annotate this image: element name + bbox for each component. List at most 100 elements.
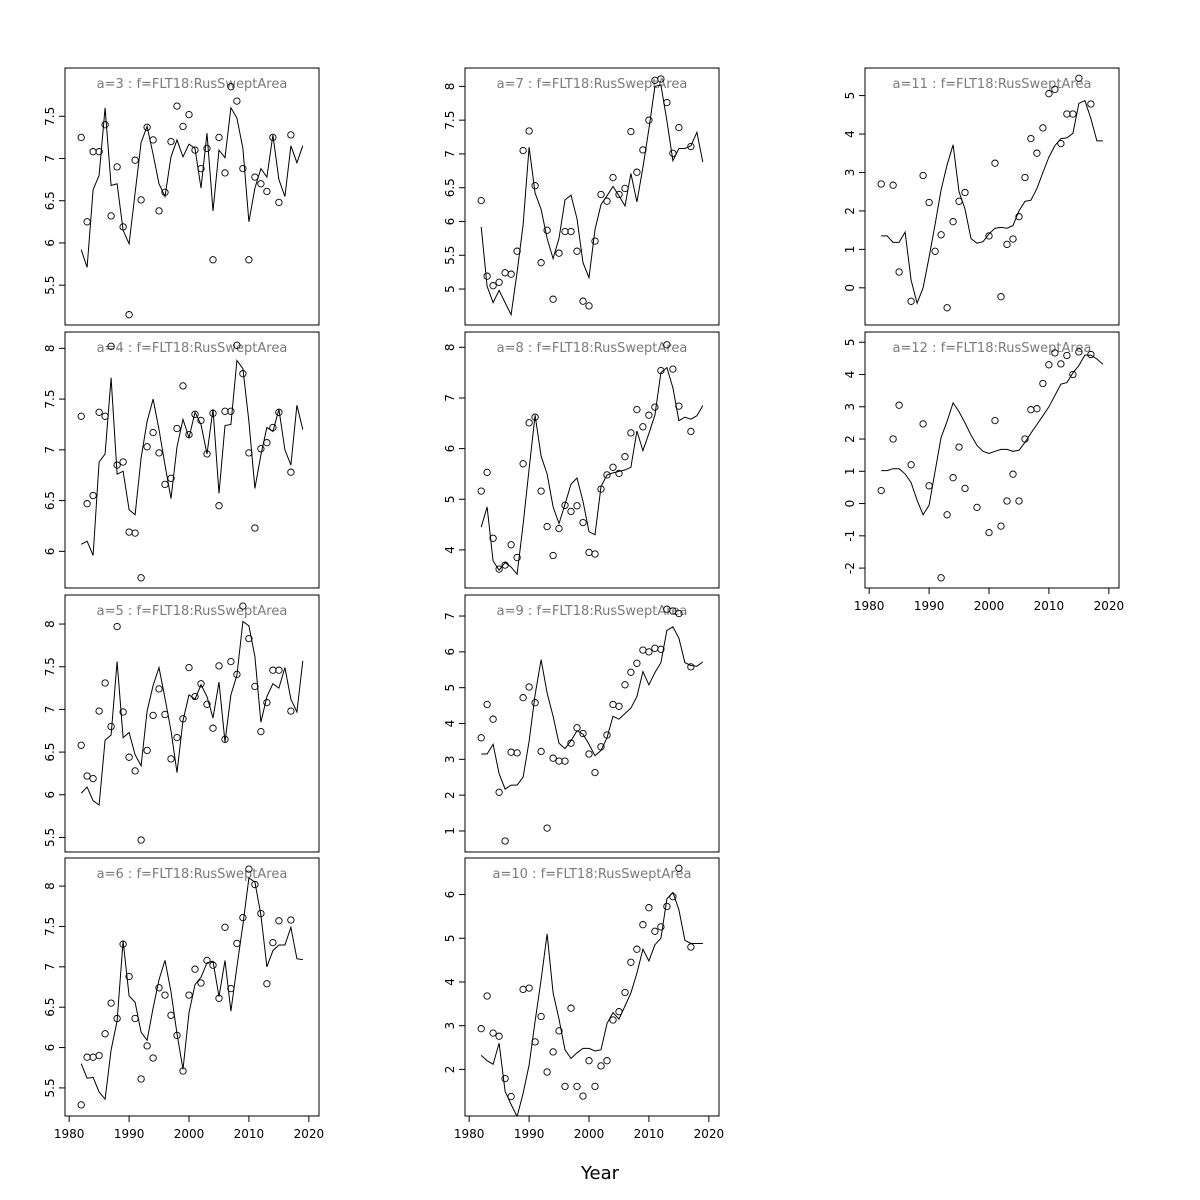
y-tick-label: 0 <box>843 500 857 508</box>
observed-point <box>131 156 139 164</box>
observed-point <box>889 181 897 189</box>
observed-point <box>489 534 497 542</box>
panel-frame <box>464 594 720 853</box>
observed-point <box>233 341 241 349</box>
observed-point <box>519 460 527 468</box>
y-tick-label: 6.5 <box>43 743 57 762</box>
observed-point <box>257 727 265 736</box>
y-tick-label: 1 <box>443 827 457 835</box>
observed-point <box>149 711 157 720</box>
observed-point <box>203 700 211 708</box>
observed-point <box>233 97 241 105</box>
observed-point <box>125 753 133 761</box>
observed-point <box>155 685 163 693</box>
panel-frame <box>64 67 320 326</box>
observed-point <box>585 1057 593 1065</box>
observed-point <box>143 1042 151 1050</box>
observed-point <box>597 1062 605 1070</box>
panel-data <box>77 83 304 319</box>
observed-point <box>137 836 145 844</box>
observed-point <box>675 864 683 872</box>
y-tick-label: 7 <box>443 612 457 620</box>
y-tick-label: -2 <box>843 562 857 574</box>
y-tick-label: 7 <box>443 394 457 402</box>
fitted-line <box>80 359 304 556</box>
observed-point <box>567 507 575 516</box>
observed-point <box>925 482 933 490</box>
panel-data <box>877 74 1103 312</box>
x-tick-label: 1990 <box>914 599 945 613</box>
y-tick-label: 5.5 <box>443 246 457 265</box>
y-tick-label: 2 <box>443 791 457 799</box>
observed-point <box>627 429 635 437</box>
panel-title: a=12 : f=FLT18:RusSweptArea <box>893 341 1092 356</box>
observed-point <box>591 1082 599 1091</box>
observed-point <box>1039 379 1047 388</box>
observed-point <box>1021 173 1029 182</box>
panel-frame <box>864 67 1120 326</box>
observed-point <box>555 757 563 765</box>
observed-point <box>573 724 581 732</box>
observed-point <box>561 227 569 236</box>
observed-point <box>275 666 283 674</box>
observed-point <box>113 622 121 631</box>
observed-point <box>513 749 521 757</box>
observed-point <box>657 75 665 83</box>
observed-point <box>621 681 629 689</box>
observed-point <box>507 270 515 278</box>
x-tick-label: 2010 <box>634 1127 665 1141</box>
observed-point <box>937 231 945 239</box>
observed-point <box>579 297 587 305</box>
observed-point <box>651 403 659 411</box>
observed-point <box>269 666 277 674</box>
observed-point <box>621 988 629 997</box>
observed-point <box>513 247 521 255</box>
y-tick-label: 3 <box>843 169 857 177</box>
observed-point <box>251 880 259 889</box>
observed-point <box>83 500 91 508</box>
panel-8: a=8 : f=FLT18:RusSweptArea 4 5 6 7 8 <box>443 331 720 589</box>
observed-point <box>275 198 283 207</box>
observed-point <box>137 196 145 204</box>
observed-point <box>537 487 545 495</box>
observed-point <box>555 249 563 257</box>
observed-point <box>609 463 617 471</box>
observed-point <box>651 644 659 652</box>
observed-point <box>125 311 133 319</box>
observed-point <box>645 116 653 124</box>
observed-point <box>89 491 97 500</box>
observed-point <box>537 259 545 267</box>
observed-point <box>525 683 533 691</box>
observed-point <box>1033 149 1041 157</box>
y-tick-label: 6 <box>43 791 57 799</box>
observed-point <box>907 297 915 305</box>
observed-point <box>889 435 897 443</box>
observed-point <box>269 133 277 142</box>
observed-point <box>215 662 223 670</box>
panel-data <box>77 602 304 844</box>
observed-point <box>107 212 115 220</box>
y-tick-label: 7.5 <box>43 657 57 676</box>
observed-point <box>95 148 103 156</box>
fitted-line <box>481 626 704 790</box>
observed-point <box>531 182 539 190</box>
observed-point <box>669 365 677 373</box>
y-tick-label: 6 <box>43 1044 57 1052</box>
observed-point <box>1015 213 1023 221</box>
y-tick-label: 5.5 <box>43 828 57 847</box>
y-tick-label: 5.5 <box>43 1078 57 1097</box>
observed-point <box>1063 351 1071 360</box>
panels: a=3 : f=FLT18:RusSweptArea5.566.577.5a=4… <box>43 67 1125 1141</box>
observed-point <box>483 468 491 477</box>
observed-point <box>263 439 271 447</box>
y-tick-label: 7 <box>443 150 457 158</box>
y-tick-label: 6.5 <box>43 491 57 510</box>
observed-point <box>83 1053 91 1061</box>
observed-point <box>143 443 151 451</box>
panel-title: a=9 : f=FLT18:RusSweptArea <box>497 604 688 619</box>
observed-point <box>1003 497 1011 505</box>
x-tick-label: 2020 <box>1094 599 1125 613</box>
observed-point <box>257 180 265 188</box>
observed-point <box>215 502 223 510</box>
observed-point <box>603 471 611 479</box>
